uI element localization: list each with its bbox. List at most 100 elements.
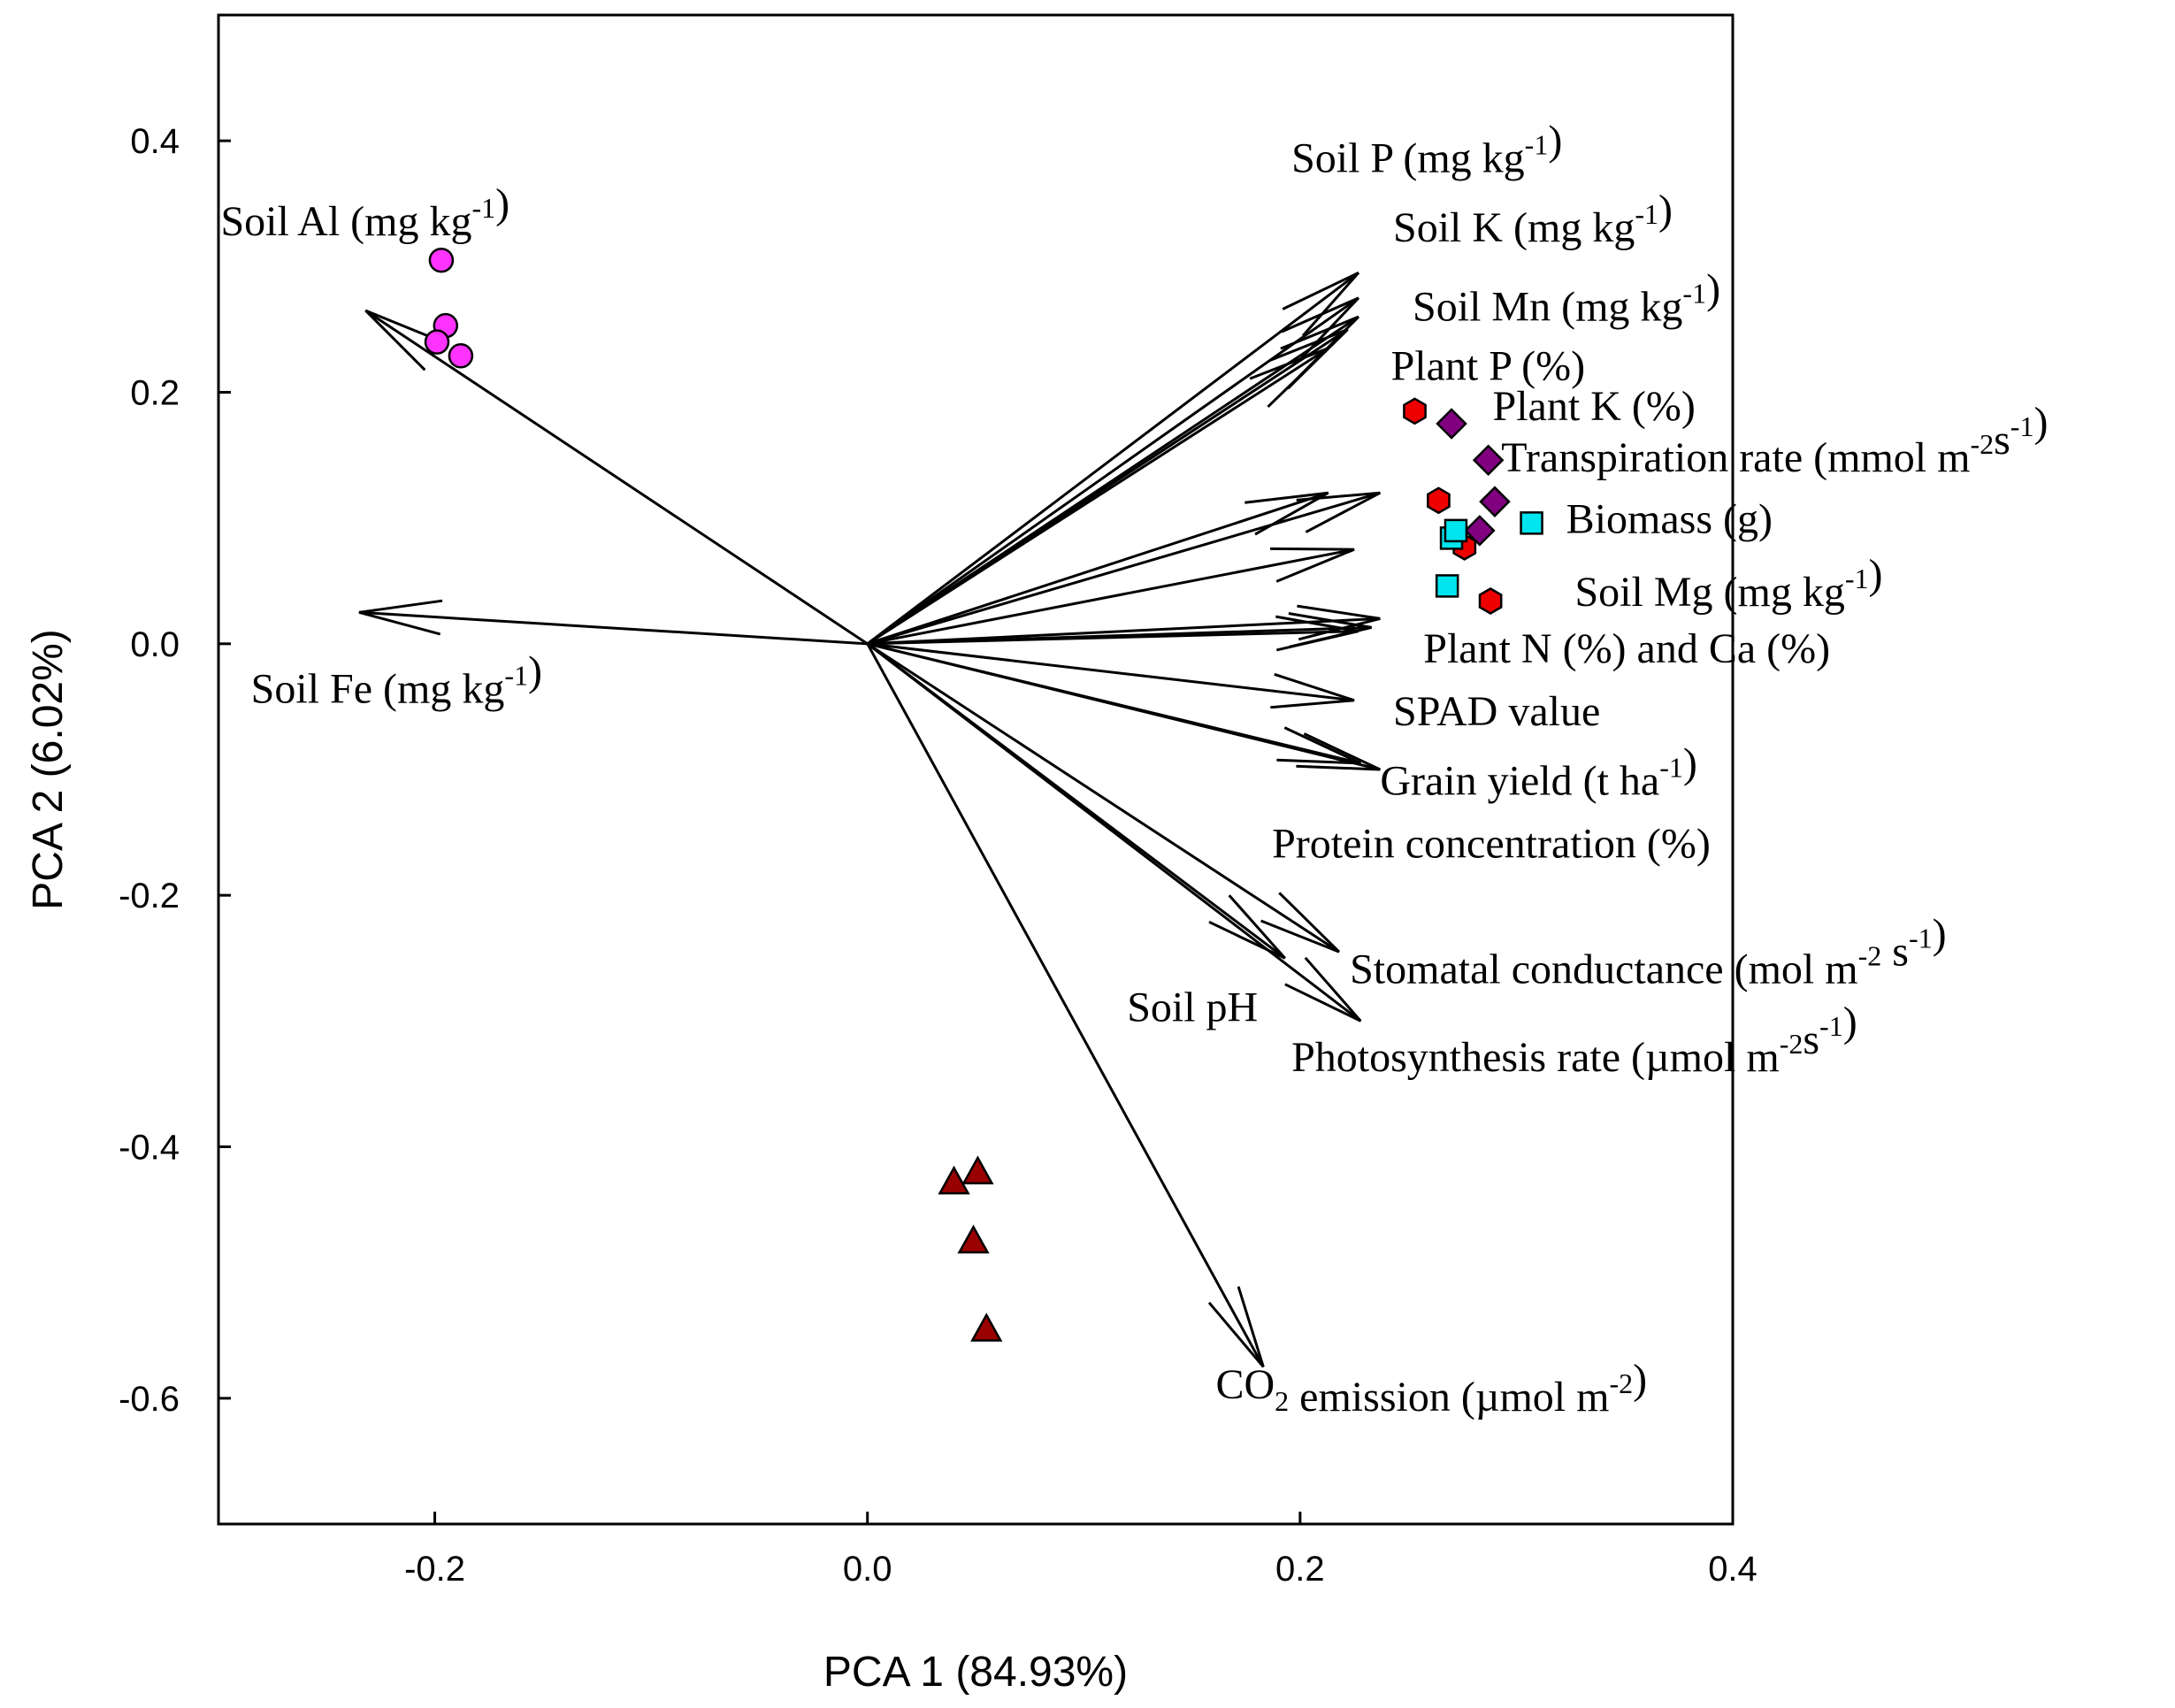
arrow-head	[1208, 894, 1286, 960]
variable-label: Soil Fe (mg kg-1)	[251, 648, 542, 713]
loading-vectors	[358, 272, 1382, 1368]
arrow-head	[1270, 672, 1355, 709]
arrow-head	[1284, 956, 1362, 1023]
point-diamond	[1479, 486, 1511, 517]
arrow-shaft	[866, 643, 1265, 1368]
variable-label: Grain yield (t ha-1)	[1380, 739, 1697, 804]
arrow-head	[1276, 726, 1361, 765]
arrow-shaft	[867, 491, 1329, 646]
loading-arrow	[866, 347, 1329, 646]
loading-arrow	[364, 309, 869, 646]
loading-arrow	[866, 642, 1362, 1023]
arrow-head	[1296, 491, 1382, 533]
variable-label: Protein concentration (%)	[1272, 821, 1711, 868]
loading-arrow	[867, 615, 1359, 652]
x-tick-label: 0.0	[843, 1550, 892, 1589]
arrow-shaft	[866, 272, 1359, 646]
loading-arrow	[867, 547, 1355, 646]
variable-label: Soil P (mg kg-1)	[1291, 118, 1562, 182]
arrow-head	[1249, 347, 1329, 408]
arrow-shaft	[364, 309, 869, 646]
loading-arrow	[867, 642, 1355, 709]
variable-label: Soil Mn (mg kg-1)	[1413, 265, 1720, 330]
variable-label: Plant N (%) and Ca (%)	[1423, 625, 1830, 672]
arrow-shaft	[866, 642, 1362, 1023]
y-axis-title: PCA 2 (6.02%)	[25, 629, 72, 909]
series-group-darkred-triangles	[938, 1155, 1003, 1342]
y-tick-label: 0.2	[130, 374, 180, 413]
loading-arrow	[866, 272, 1360, 646]
y-tick-label: -0.4	[119, 1129, 180, 1168]
x-tick-label: 0.4	[1708, 1550, 1758, 1589]
point-diamond	[1436, 408, 1467, 440]
point-circle	[424, 329, 450, 355]
variable-label: Stomatal conductance (mol m-2 s-1)	[1350, 911, 1946, 993]
arrow-head	[1269, 547, 1355, 583]
arrow-head	[358, 599, 443, 636]
variable-label: Plant P (%)	[1391, 342, 1586, 389]
series-group-magenta-circles	[424, 247, 474, 369]
arrow-head	[1296, 732, 1381, 771]
loading-arrow	[358, 599, 868, 646]
axis-ticks: -0.2 0.0 0.2 0.4 -0.6 -0.4 -0.2 0.0 0.2 0.4	[119, 122, 1758, 1589]
arrow-head	[1281, 296, 1359, 360]
point-hexagon	[1427, 486, 1451, 515]
x-tick-label: 0.2	[1275, 1550, 1325, 1589]
variable-labels: Soil Al (mg kg-1) Soil Fe (mg kg-1) Soil P…	[220, 118, 2048, 1421]
point-diamond	[1472, 444, 1505, 477]
variable-label: Soil Al (mg kg-1)	[220, 180, 509, 245]
arrow-shaft	[867, 491, 1381, 646]
arrow-shaft	[866, 642, 1340, 954]
arrow-head	[364, 309, 444, 371]
loading-arrow	[866, 642, 1340, 954]
series-group-purple-diamonds	[1436, 408, 1511, 547]
arrow-head	[1207, 1286, 1265, 1368]
y-tick-label: 0.0	[130, 625, 180, 664]
point-triangle	[938, 1165, 970, 1195]
y-tick-label: -0.2	[119, 877, 180, 915]
series-group-cyan-squares	[1435, 511, 1543, 598]
y-tick-label: -0.6	[119, 1380, 180, 1419]
x-axis-title: PCA 1 (84.93%)	[823, 1649, 1128, 1696]
arrow-head	[1260, 892, 1340, 954]
arrow-shaft	[866, 347, 1329, 646]
loading-arrow	[867, 491, 1382, 646]
arrow-shaft	[867, 548, 1355, 646]
y-tick-label: 0.4	[130, 122, 180, 161]
variable-label: Soil pH	[1127, 984, 1258, 1030]
point-diamond	[1464, 515, 1496, 547]
variable-label: Biomass (g)	[1566, 496, 1773, 543]
point-square	[1435, 574, 1459, 598]
loading-arrow	[867, 491, 1329, 646]
point-hexagon	[1403, 397, 1427, 425]
loading-arrow	[866, 296, 1359, 646]
arrow-shaft	[866, 296, 1359, 646]
point-circle	[428, 247, 455, 273]
variable-label: CO2 emission (µmol m-2)	[1215, 1356, 1647, 1421]
point-triangle	[970, 1313, 1003, 1342]
point-hexagon	[1478, 587, 1503, 615]
arrow-shaft	[867, 642, 1361, 765]
variable-label: Transpiration rate (mmol m-2s-1)	[1501, 399, 2048, 481]
point-circle	[448, 343, 474, 369]
arrow-head	[1275, 615, 1359, 652]
loading-arrow	[867, 642, 1361, 765]
point-square	[1444, 518, 1468, 543]
arrow-shaft	[867, 617, 1381, 646]
series-group-red-hexagons	[1403, 397, 1503, 615]
point-square	[1520, 511, 1543, 535]
score-points	[424, 247, 1543, 1342]
arrow-shaft	[867, 630, 1359, 646]
variable-label: Plant K (%)	[1493, 383, 1696, 430]
loading-arrow	[866, 643, 1265, 1368]
point-triangle	[961, 1155, 994, 1184]
variable-label: Soil Mg (mg kg-1)	[1574, 551, 1882, 616]
arrow-shaft	[867, 642, 1355, 702]
arrow-head	[1244, 491, 1329, 536]
variable-label: SPAD value	[1393, 688, 1600, 735]
x-tick-label: -0.2	[404, 1550, 465, 1589]
point-triangle	[957, 1224, 990, 1254]
variable-label: Soil K (mg kg-1)	[1393, 187, 1673, 251]
variable-label: Photosynthesis rate (µmol m-2s-1)	[1291, 999, 1857, 1081]
